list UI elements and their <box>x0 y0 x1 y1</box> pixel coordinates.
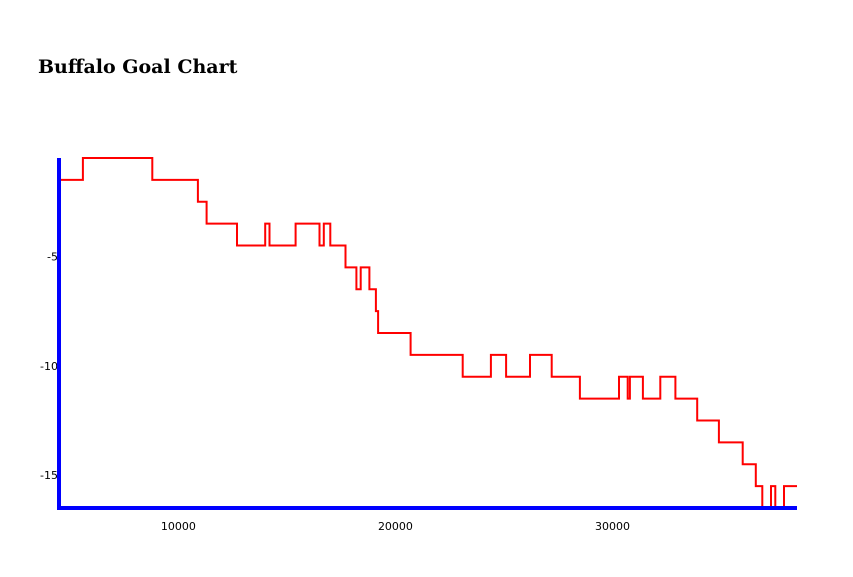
y-tick-label: -10 <box>40 360 58 373</box>
chart-title: Buffalo Goal Chart <box>38 56 238 78</box>
y-tick-label: -15 <box>40 469 58 482</box>
x-tick-label: 20000 <box>378 520 413 533</box>
series-line <box>59 157 797 509</box>
y-tick-label: -5 <box>47 250 58 263</box>
x-tick-label: 30000 <box>595 520 630 533</box>
x-tick-label: 10000 <box>161 520 196 533</box>
